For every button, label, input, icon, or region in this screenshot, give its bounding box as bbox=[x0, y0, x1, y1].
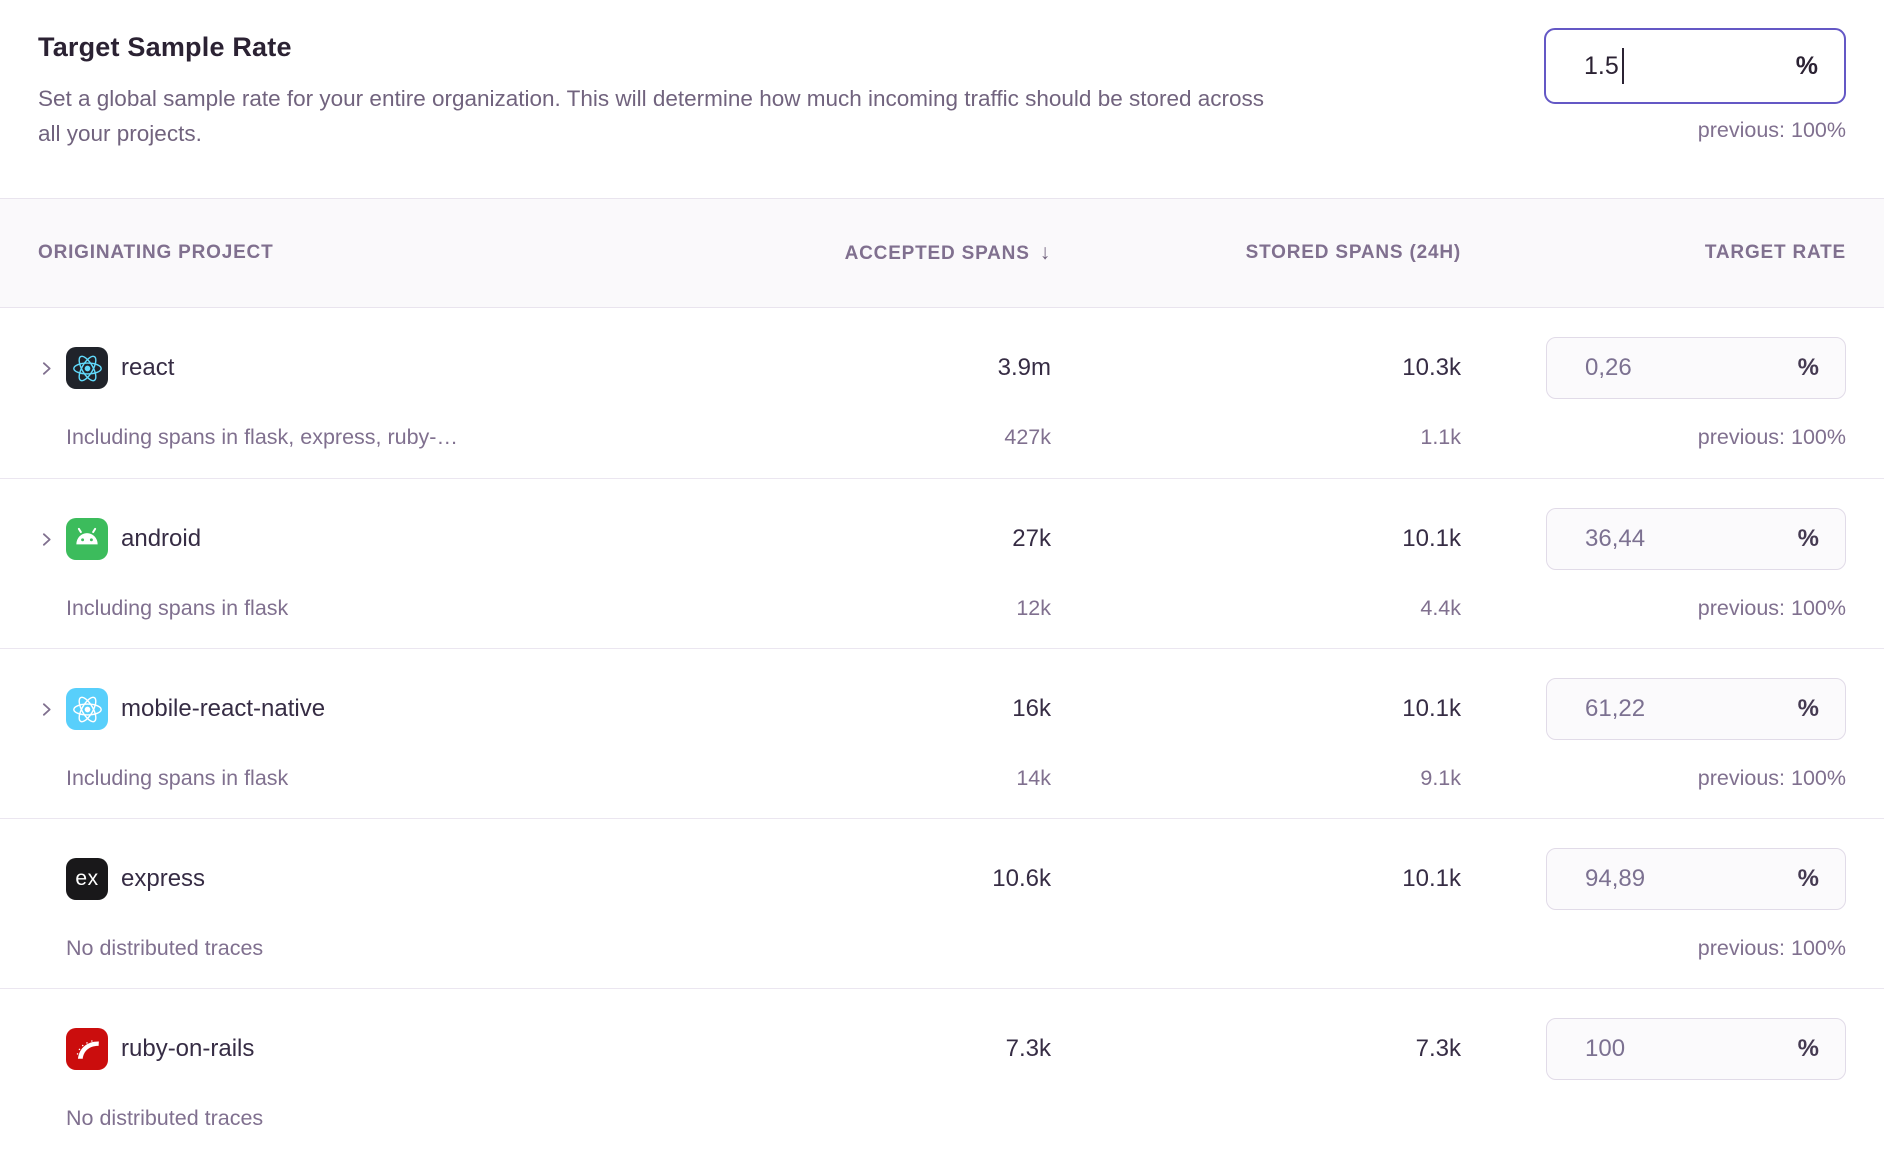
percent-sign: % bbox=[1797, 525, 1819, 552]
distributed-traces-note: Including spans in flask, express, ruby-… bbox=[66, 424, 458, 449]
percent-sign: % bbox=[1797, 865, 1819, 892]
sort-descending-icon: ↓ bbox=[1039, 241, 1051, 264]
text-caret bbox=[1621, 48, 1624, 84]
project-name: react bbox=[121, 354, 175, 381]
android-icon bbox=[66, 518, 108, 560]
column-header-originating-project: ORIGINATING PROJECT bbox=[38, 242, 274, 263]
percent-sign: % bbox=[1797, 695, 1819, 722]
target-rate-value: 61,22 bbox=[1585, 695, 1646, 722]
column-header-accepted-spans[interactable]: ACCEPTED SPANS ↓ bbox=[844, 241, 1051, 264]
accepted-spans-value: 3.9m bbox=[997, 354, 1051, 381]
stored-spans-value: 10.1k bbox=[1402, 695, 1461, 722]
sub-accepted-spans-value: 427k bbox=[1004, 424, 1051, 449]
expand-chevron-icon[interactable] bbox=[38, 531, 66, 548]
project-target-rate-input[interactable]: 94,89 % bbox=[1546, 848, 1846, 910]
project-name: express bbox=[121, 865, 206, 892]
global-sample-rate-value: 1.5 bbox=[1584, 51, 1619, 80]
table-row: ruby-on-rails 7.3k 7.3k 100 % No distrib… bbox=[0, 988, 1884, 1158]
react-native-icon bbox=[66, 688, 108, 730]
stored-spans-value: 10.1k bbox=[1402, 865, 1461, 892]
table-row: mobile-react-native 16k 10.1k 61,22 % In… bbox=[0, 648, 1884, 818]
distributed-traces-note: Including spans in flask bbox=[66, 765, 289, 790]
sub-accepted-spans-value: 14k bbox=[1016, 765, 1051, 790]
distributed-traces-note: No distributed traces bbox=[66, 935, 264, 960]
settings-header: Target Sample Rate Set a global sample r… bbox=[0, 0, 1884, 198]
expand-chevron-icon[interactable] bbox=[38, 701, 66, 718]
sub-accepted-spans-value: 12k bbox=[1016, 595, 1051, 620]
project-table-body: react 3.9m 10.3k 0,26 % Including spans … bbox=[0, 308, 1884, 1158]
percent-sign: % bbox=[1797, 354, 1819, 381]
expand-chevron-icon[interactable] bbox=[38, 360, 66, 377]
accepted-spans-value: 7.3k bbox=[1005, 1035, 1051, 1062]
previous-rate-label: previous: 100% bbox=[1697, 765, 1846, 790]
previous-rate-label: previous: 100% bbox=[1697, 595, 1846, 620]
table-row: android 27k 10.1k 36,44 % Including span… bbox=[0, 478, 1884, 648]
column-header-target-rate: TARGET RATE bbox=[1704, 242, 1846, 263]
rails-icon bbox=[66, 1028, 108, 1070]
target-rate-value: 94,89 bbox=[1585, 865, 1646, 892]
stored-spans-value: 10.3k bbox=[1402, 354, 1461, 381]
project-target-rate-input[interactable]: 36,44 % bbox=[1546, 508, 1846, 570]
table-header-row: ORIGINATING PROJECT ACCEPTED SPANS ↓ STOR… bbox=[0, 198, 1884, 308]
target-rate-value: 36,44 bbox=[1585, 525, 1646, 552]
project-target-rate-input[interactable]: 0,26 % bbox=[1546, 337, 1846, 399]
express-logo-text: ex bbox=[75, 867, 99, 890]
project-target-rate-input[interactable]: 61,22 % bbox=[1546, 678, 1846, 740]
accepted-spans-value: 10.6k bbox=[992, 865, 1051, 892]
page-title: Target Sample Rate bbox=[38, 32, 292, 62]
sub-stored-spans-value: 4.4k bbox=[1420, 595, 1461, 620]
project-target-rate-input[interactable]: 100 % bbox=[1546, 1018, 1846, 1080]
distributed-traces-note: Including spans in flask bbox=[66, 595, 289, 620]
react-icon bbox=[66, 347, 108, 389]
sub-stored-spans-value: 9.1k bbox=[1420, 765, 1461, 790]
sub-stored-spans-value: 1.1k bbox=[1420, 424, 1461, 449]
page-description: Set a global sample rate for your entire… bbox=[38, 86, 1265, 147]
target-rate-value: 100 bbox=[1585, 1035, 1626, 1062]
percent-sign: % bbox=[1795, 51, 1818, 80]
distributed-traces-note: No distributed traces bbox=[66, 1105, 264, 1130]
target-rate-value: 0,26 bbox=[1585, 354, 1632, 381]
global-sample-rate-input[interactable]: 1.5 % bbox=[1544, 28, 1846, 104]
previous-rate-label: previous: 100% bbox=[1697, 118, 1846, 142]
percent-sign: % bbox=[1797, 1035, 1819, 1062]
express-icon: ex bbox=[66, 858, 108, 900]
previous-rate-label: previous: 100% bbox=[1697, 424, 1846, 449]
project-name: ruby-on-rails bbox=[121, 1035, 255, 1062]
project-name: mobile-react-native bbox=[121, 695, 326, 722]
column-header-stored-spans: STORED SPANS (24H) bbox=[1245, 242, 1461, 263]
stored-spans-value: 7.3k bbox=[1415, 1035, 1461, 1062]
accepted-spans-value: 27k bbox=[1012, 525, 1051, 552]
accepted-spans-value: 16k bbox=[1012, 695, 1051, 722]
table-row: react 3.9m 10.3k 0,26 % Including spans … bbox=[0, 308, 1884, 478]
table-row: ex express 10.6k 10.1k 94,89 % No distri… bbox=[0, 818, 1884, 988]
stored-spans-value: 10.1k bbox=[1402, 525, 1461, 552]
project-name: android bbox=[121, 525, 202, 552]
previous-rate-label: previous: 100% bbox=[1697, 935, 1846, 960]
